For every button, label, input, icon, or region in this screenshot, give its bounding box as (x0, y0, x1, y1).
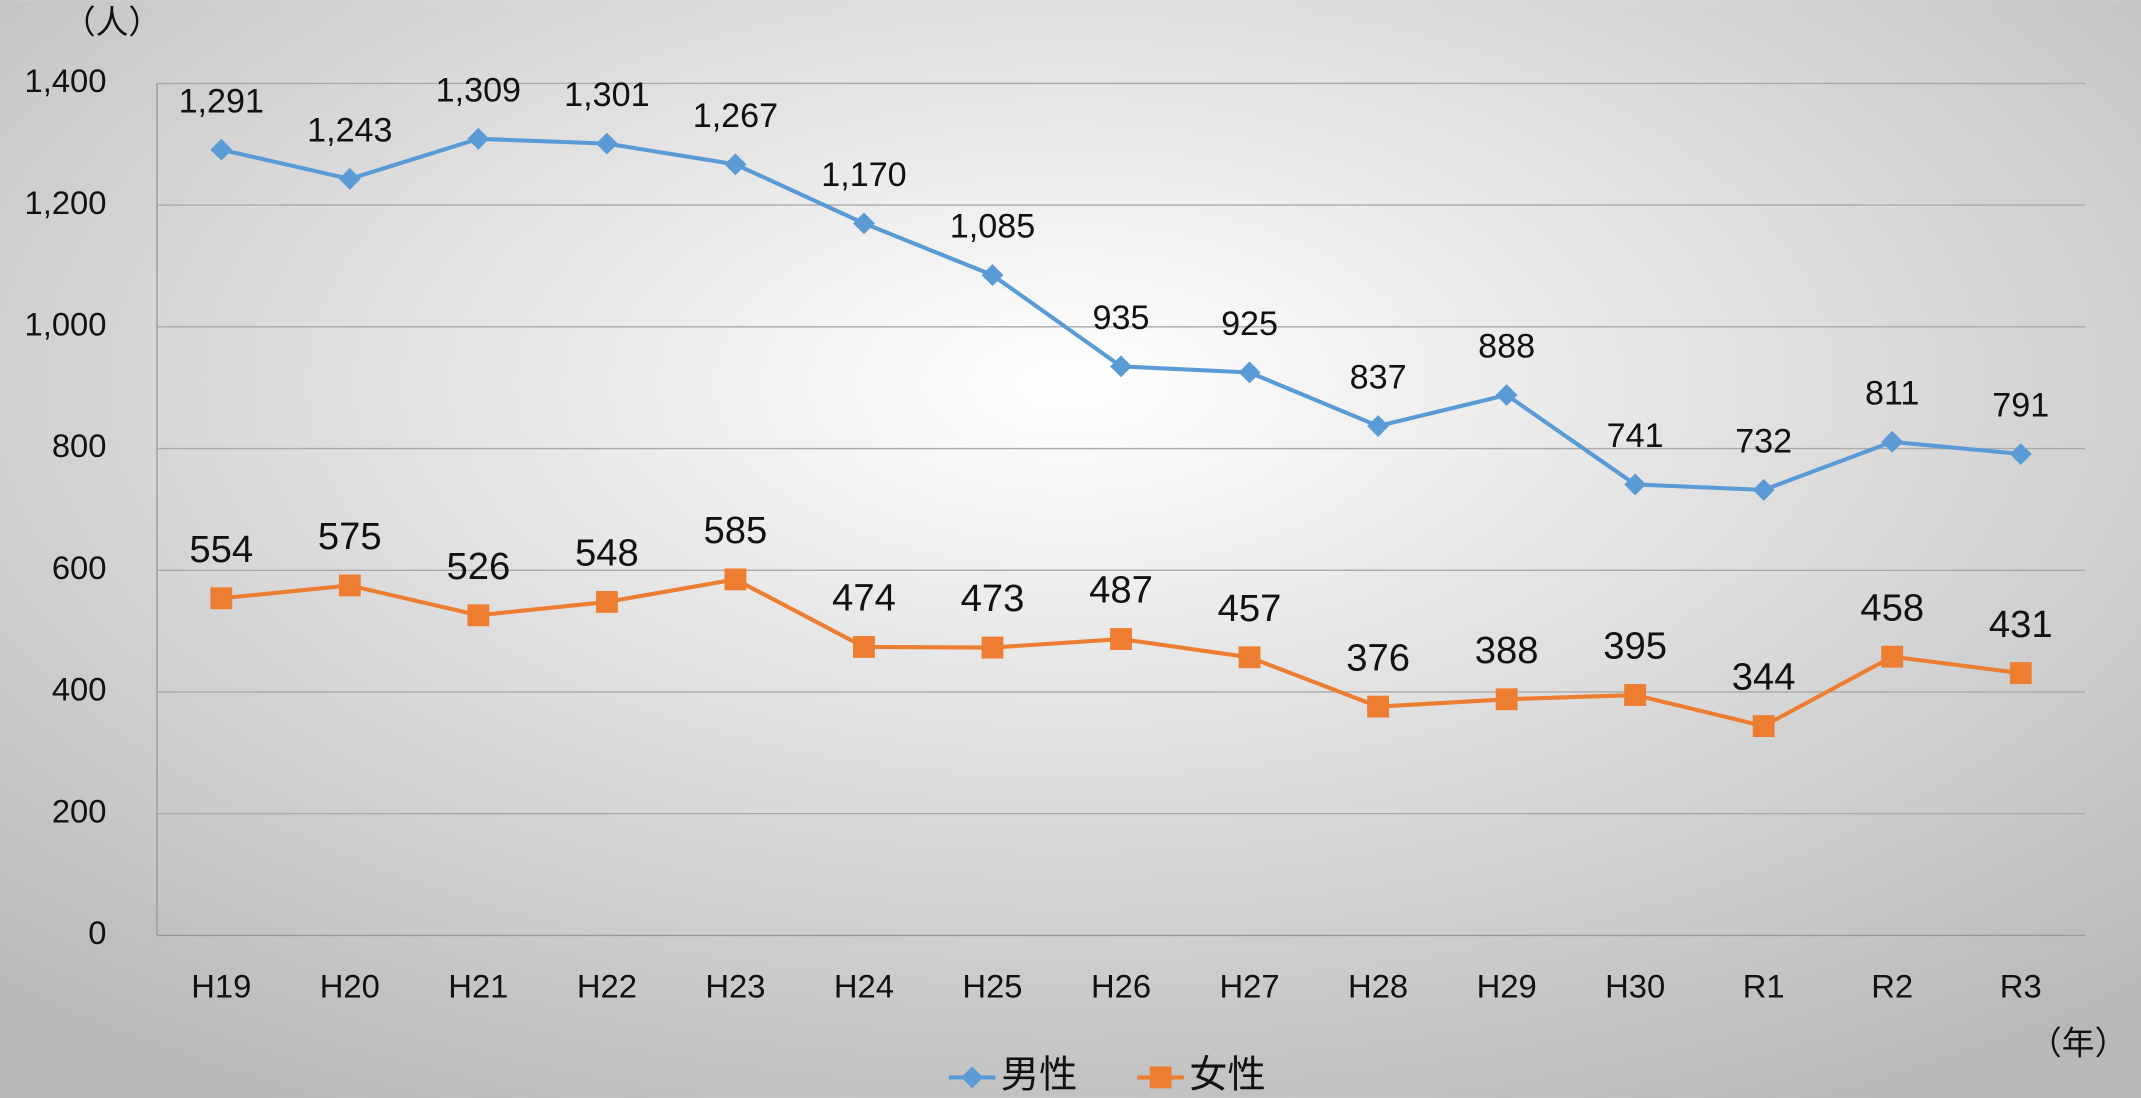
y-tick-label: 1,200 (25, 184, 107, 221)
data-point (338, 574, 361, 597)
x-tick-label: H25 (962, 967, 1022, 1004)
x-tick-label: H22 (577, 967, 637, 1004)
data-point (2009, 662, 2032, 685)
data-label: 457 (1218, 587, 1282, 630)
data-point (981, 636, 1004, 659)
data-label: 1,301 (564, 76, 649, 114)
x-tick-label: R3 (2000, 967, 2042, 1004)
data-point (1752, 715, 1775, 737)
data-point (1752, 479, 1775, 501)
x-tick-label: R1 (1743, 967, 1785, 1004)
y-tick-label: 0 (88, 914, 106, 951)
data-label: 526 (446, 545, 510, 588)
data-label: 575 (318, 515, 382, 558)
data-point (1238, 361, 1261, 384)
data-point (467, 127, 490, 150)
data-label: 548 (575, 532, 639, 575)
y-tick-label: 400 (52, 671, 107, 708)
legend-label: 男性 (1001, 1054, 1077, 1097)
data-point (1624, 684, 1647, 706)
data-point (853, 636, 875, 658)
x-tick-label: H29 (1477, 967, 1537, 1004)
data-label: 1,309 (436, 71, 521, 109)
data-point (2009, 443, 2032, 465)
data-point (1367, 695, 1390, 718)
data-point (724, 153, 747, 176)
data-label: 811 (1865, 374, 1919, 412)
x-tick-label: H26 (1091, 967, 1151, 1004)
x-tick-label: H23 (705, 967, 765, 1004)
data-point (1881, 645, 1904, 668)
data-label: 474 (832, 577, 896, 620)
x-tick-label: R2 (1871, 967, 1913, 1004)
data-label: 344 (1732, 656, 1796, 699)
data-label: 925 (1221, 305, 1278, 343)
data-point (724, 568, 747, 591)
data-point (1367, 415, 1390, 437)
data-point (210, 587, 233, 610)
x-tick-label: H21 (448, 967, 508, 1004)
legend-label: 女性 (1189, 1054, 1265, 1097)
y-axis-label: （人） (63, 3, 161, 40)
data-label: 935 (1093, 299, 1150, 337)
data-point (595, 590, 618, 613)
data-label: 1,170 (821, 156, 906, 194)
data-label: 487 (1089, 569, 1153, 612)
y-tick-label: 1,400 (25, 62, 107, 99)
data-point (1495, 688, 1518, 711)
x-tick-label: H19 (191, 967, 251, 1004)
x-axis-label: （年） (2029, 1025, 2127, 1062)
data-label: 741 (1607, 417, 1664, 455)
data-label: 431 (1989, 603, 2053, 646)
data-point (1110, 355, 1132, 378)
data-label: 458 (1860, 586, 1924, 629)
legend-marker (961, 1066, 984, 1089)
data-label: 791 (1992, 387, 2049, 425)
data-point (1110, 628, 1132, 650)
y-tick-label: 600 (52, 549, 107, 586)
data-label: 1,267 (693, 97, 778, 135)
data-label: 554 (189, 528, 253, 571)
x-tick-label: H28 (1348, 967, 1408, 1004)
data-point (1238, 646, 1261, 669)
data-label: 1,291 (179, 82, 264, 120)
data-label: 473 (961, 577, 1025, 620)
x-tick-label: H27 (1219, 967, 1279, 1004)
data-point (467, 604, 490, 627)
data-label: 837 (1350, 359, 1407, 397)
data-label: 388 (1475, 629, 1539, 672)
data-label: 732 (1735, 423, 1792, 461)
data-point (1881, 430, 1904, 453)
y-tick-label: 1,000 (25, 305, 107, 342)
data-point (210, 138, 233, 161)
data-label: 1,085 (950, 208, 1035, 246)
data-point (981, 264, 1004, 287)
y-tick-label: 800 (52, 427, 107, 464)
data-label: 585 (704, 509, 768, 552)
data-label: 376 (1346, 636, 1410, 679)
data-label: 1,243 (307, 112, 392, 150)
data-label: 395 (1603, 625, 1667, 668)
x-tick-label: H30 (1605, 967, 1665, 1004)
x-tick-label: H24 (834, 967, 894, 1004)
data-label: 888 (1478, 328, 1535, 366)
x-tick-label: H20 (320, 967, 380, 1004)
data-point (338, 168, 361, 190)
y-tick-label: 200 (52, 792, 107, 829)
data-point (1624, 473, 1647, 496)
legend-marker (1149, 1066, 1172, 1089)
